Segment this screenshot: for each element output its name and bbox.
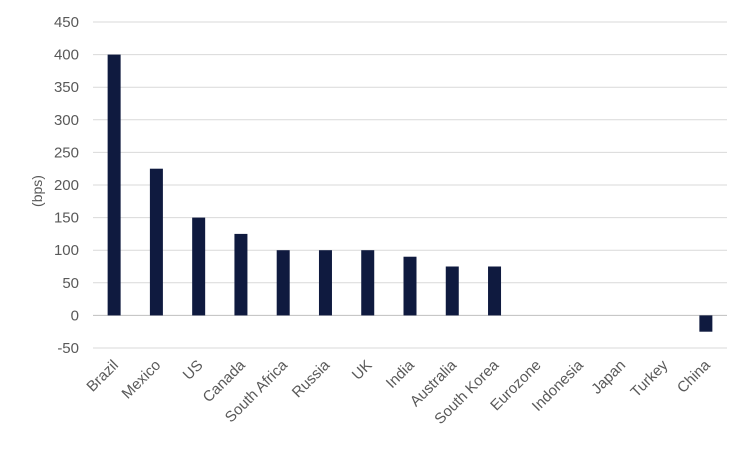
x-tick-label: US (180, 357, 207, 384)
y-tick-label: 350 (54, 79, 79, 96)
bar (361, 250, 375, 316)
x-tick-label: India (383, 356, 418, 391)
bar (318, 250, 332, 316)
bar (107, 54, 121, 316)
x-tick-label: Japan (588, 357, 629, 398)
y-tick-label: 450 (54, 14, 79, 31)
x-tick-label: Mexico (119, 357, 165, 403)
bar (403, 256, 417, 316)
y-axis-ticks: -50 0 50 100 150 200 250 300 350 400 450 (54, 14, 79, 357)
x-tick-label: Turkey (627, 356, 671, 400)
y-axis-title: (bps) (29, 175, 45, 207)
bar (488, 266, 502, 316)
bar (276, 250, 290, 316)
y-tick-label: 100 (54, 242, 79, 259)
y-tick-label: 300 (54, 112, 79, 129)
x-tick-label: Russia (289, 356, 334, 401)
y-tick-label: 150 (54, 210, 79, 227)
y-tick-label: 200 (54, 177, 79, 194)
bar (149, 168, 163, 316)
bar (699, 315, 713, 332)
x-tick-label: China (674, 356, 714, 396)
y-tick-label: 50 (62, 275, 79, 292)
y-tick-label: 250 (54, 144, 79, 161)
bar (445, 266, 459, 316)
y-tick-label: -50 (57, 340, 79, 357)
x-tick-label: Brazil (83, 357, 122, 396)
x-tick-label: UK (349, 357, 376, 384)
y-tick-label: 0 (71, 307, 79, 324)
bars (107, 54, 713, 332)
bar (192, 217, 206, 316)
y-tick-label: 400 (54, 47, 79, 64)
bar (234, 233, 248, 316)
